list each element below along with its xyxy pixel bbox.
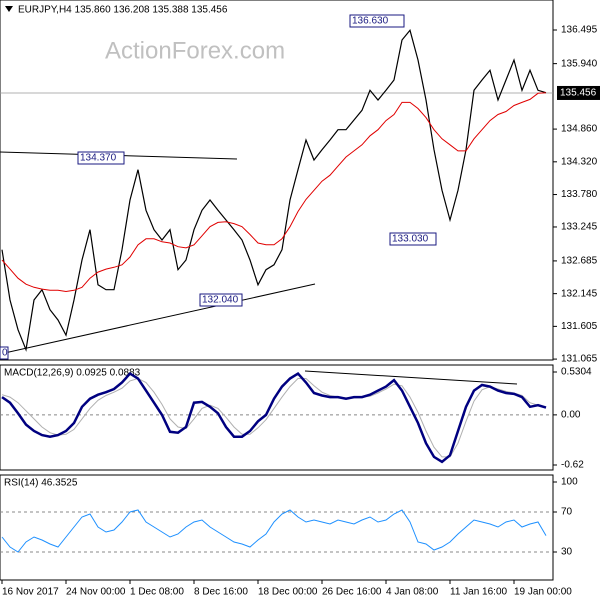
y-tick-label: 30 [561,547,573,558]
header-icon [5,6,13,12]
y-tick-label: 136.495 [561,25,598,36]
y-tick-label: 70 [561,507,573,518]
trend-line [0,283,316,355]
y-tick-label: 133.245 [561,222,598,233]
x-tick-label: 8 Dec 16:00 [194,587,248,598]
watermark: ActionForex.com [105,37,285,64]
y-tick-label: 134.320 [561,156,598,167]
annotation: 0 [2,348,8,359]
series-line [1,371,547,464]
x-tick-label: 1 Dec 08:00 [130,587,184,598]
current-price-label: 135.456 [560,88,597,99]
current-price-box [557,85,600,100]
annotation: 136.630 [352,16,389,27]
trend-line [304,370,518,385]
annotation-box [0,346,9,360]
y-tick-label: 134.860 [561,124,598,135]
rsi-title: RSI(14) 46.3525 [4,478,78,489]
annotation-box [349,14,405,28]
x-tick-label: 4 Jan 08:00 [386,587,439,598]
series-line [1,509,547,553]
price-frame [0,0,554,361]
annotation: 132.040 [202,295,239,306]
header: EURJPY,H4 135.860 136.208 135.388 135.45… [18,5,228,16]
x-tick-label: 19 Jan 00:00 [514,587,572,598]
annotation-box [77,151,125,165]
y-tick-label: 131.065 [561,354,598,365]
y-tick-label: 100 [561,477,578,488]
rsi-frame [0,474,554,581]
macd-frame [0,364,554,471]
annotation-box [389,232,437,246]
x-tick-label: 18 Dec 00:00 [258,587,318,598]
y-tick-label: 135.940 [561,58,598,69]
y-tick-label: 131.605 [561,321,598,332]
macd-title: MACD(12,26,9) 0.0925 0.0883 [4,368,141,379]
y-tick-label: 132.145 [561,288,598,299]
y-tick-label: 133.780 [561,189,598,200]
series-line [1,377,547,458]
x-tick-label: 24 Nov 00:00 [66,587,126,598]
annotation: 133.030 [392,234,429,245]
x-tick-label: 26 Dec 16:00 [322,587,382,598]
x-tick-label: 16 Nov 2017 [2,587,59,598]
annotation-box [199,293,243,307]
y-tick-label: 132.685 [561,256,598,267]
y-tick-label: -0.62 [561,460,584,471]
annotation: 134.370 [80,153,117,164]
y-tick-label: 0.5304 [561,367,592,378]
y-tick-label: 0.00 [561,410,581,421]
series-line [1,29,547,352]
series-line [1,92,547,293]
x-tick-label: 11 Jan 16:00 [450,587,508,598]
